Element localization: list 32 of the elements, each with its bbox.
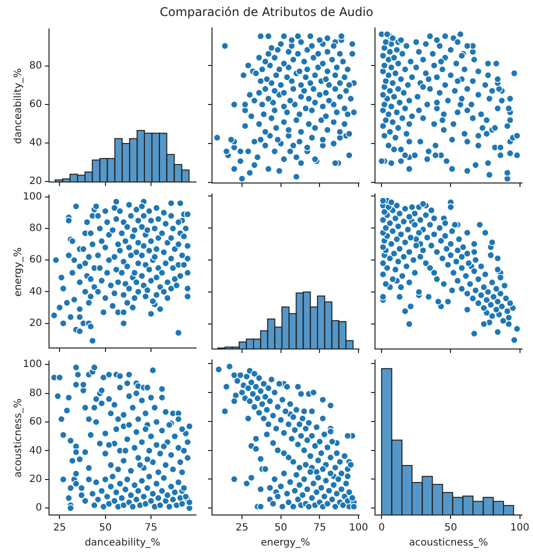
y-axis-title: acousticness_% [13,398,25,477]
y-tick-label: 20 [29,318,42,329]
y-axis-title: danceability_% [13,68,25,144]
y-tick-label: 40 [29,286,42,298]
y-tick-label: 60 [29,99,42,110]
x-axis-title: energy_% [260,538,310,549]
y-tick-label: 40 [29,445,42,456]
y-tick-label: 0 [36,502,42,514]
x-tick-label: 50 [98,522,112,534]
y-tick-label: 100 [22,191,42,202]
y-tick-label: 20 [29,474,42,485]
y-tick-label: 60 [29,416,42,428]
x-axis-title: danceability_% [84,538,160,549]
x-tick-label: 75 [313,522,326,534]
x-tick-label: 0 [378,522,385,534]
x-tick-label: 75 [144,522,158,534]
y-tick-label: 40 [29,138,42,149]
x-tick-label: 50 [444,522,458,534]
x-tick-label: 100 [510,522,530,534]
y-tick-label: 20 [29,176,42,188]
x-tick-label: 50 [274,522,288,534]
x-tick-label: 100 [348,522,368,534]
y-tick-label: 80 [29,60,42,72]
text: Comparación de Atributos de Audio [158,4,374,20]
y-axis-title: energy_% [13,246,25,296]
y-tick-label: 100 [22,359,42,370]
y-tick-label: 80 [29,388,42,399]
x-tick-label: 25 [53,522,66,534]
x-tick-label: 25 [236,522,248,534]
y-tick-label: 60 [29,254,42,266]
y-tick-label: 80 [29,223,42,234]
x-axis-title: acousticness_% [409,538,488,549]
